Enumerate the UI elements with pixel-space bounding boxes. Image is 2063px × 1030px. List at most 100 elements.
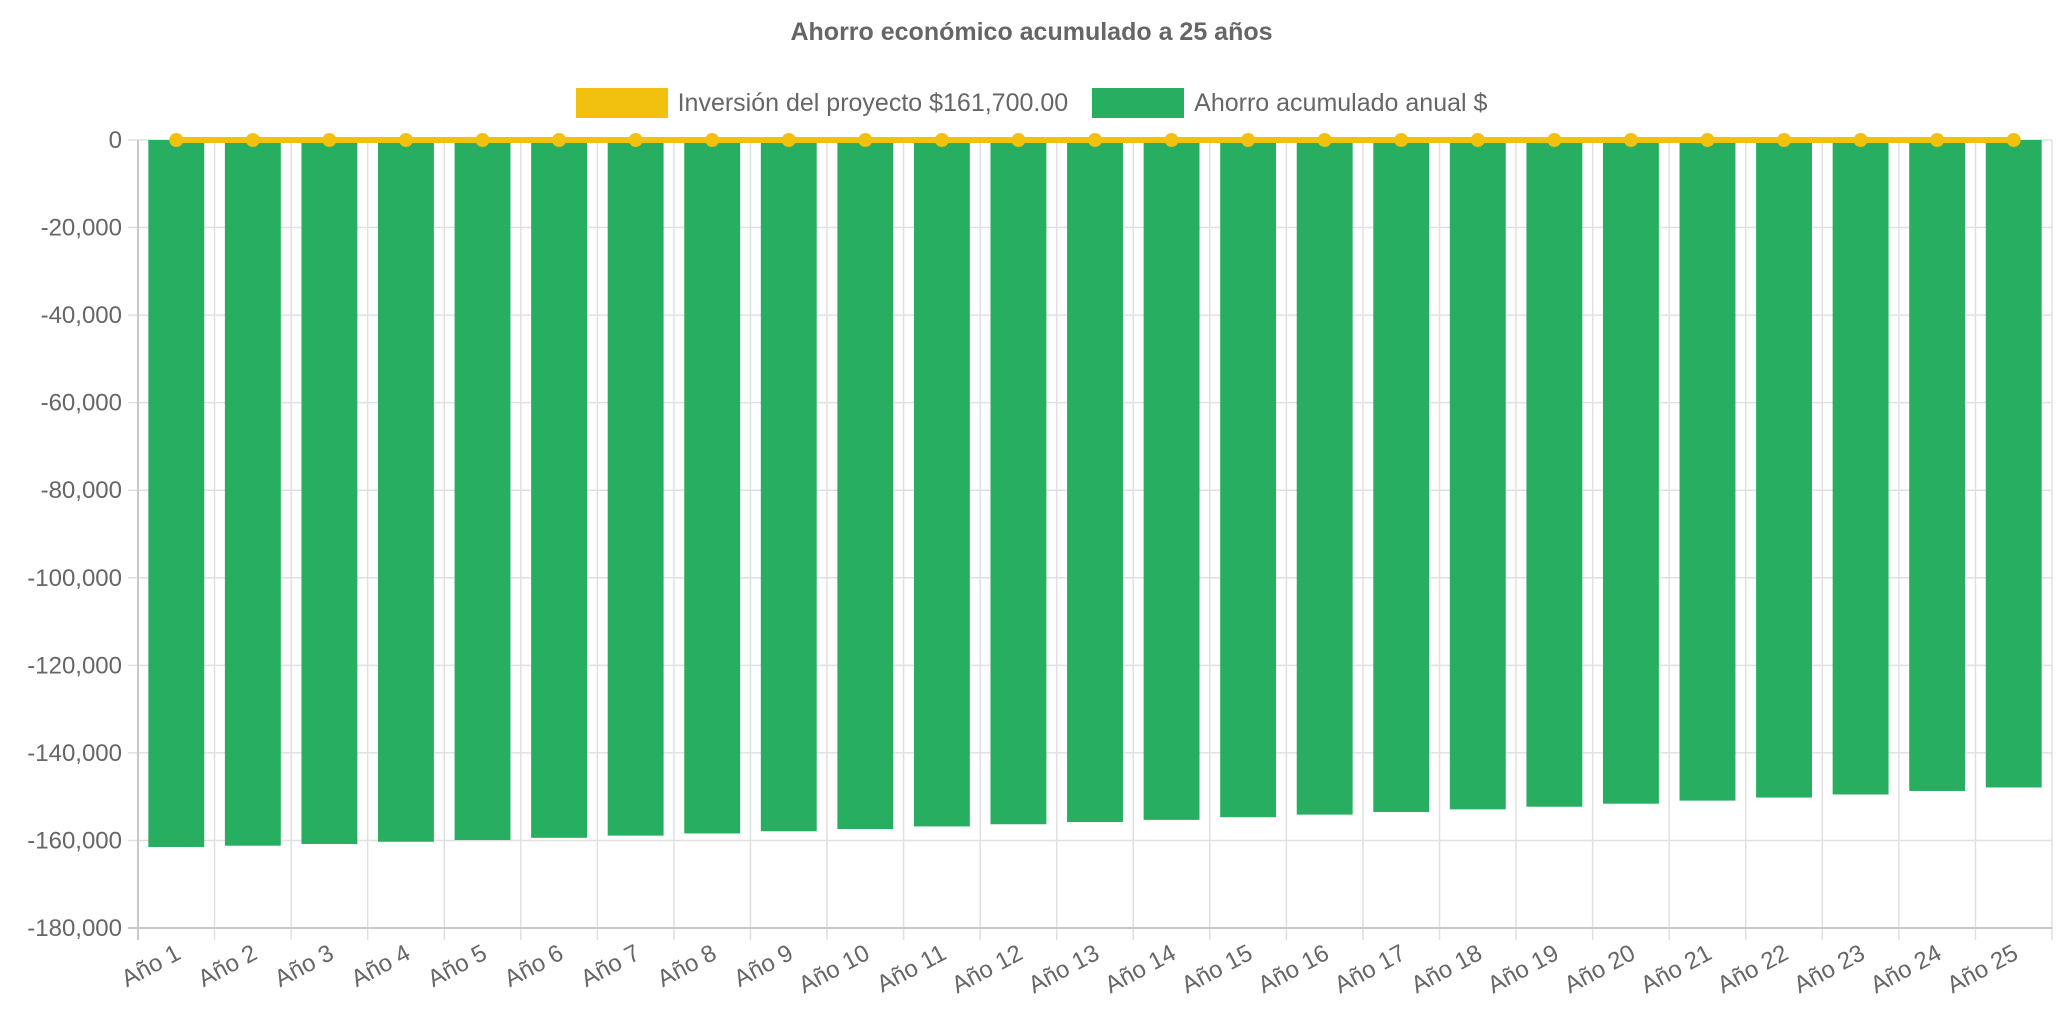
legend-swatch-investment [575,88,668,118]
investment-point-3[interactable] [322,133,337,147]
bar-ahorro-24[interactable] [1909,140,1966,791]
bar-ahorro-25[interactable] [1985,140,2042,788]
x-tick-label: Año 14 [1101,939,1181,999]
x-tick-label: Año 7 [576,939,644,992]
investment-point-7[interactable] [628,133,643,147]
investment-point-16[interactable] [1317,133,1332,147]
investment-point-24[interactable] [1930,133,1945,147]
x-tick-label: Año 13 [1024,939,1104,999]
legend: Inversión del proyecto $161,700.00 Ahorr… [0,88,2063,118]
investment-point-11[interactable] [934,133,949,147]
bar-ahorro-1[interactable] [148,140,205,848]
investment-point-9[interactable] [781,133,796,147]
investment-point-25[interactable] [2006,133,2021,147]
bar-ahorro-6[interactable] [531,140,588,838]
bar-ahorro-19[interactable] [1526,140,1583,807]
x-tick-label: Año 2 [194,939,262,992]
investment-point-8[interactable] [705,133,720,147]
y-tick-label: -80,000 [41,477,122,504]
y-tick-label: -100,000 [27,565,122,592]
bar-ahorro-14[interactable] [1143,140,1200,820]
y-tick-label: 0 [109,127,122,154]
legend-label-savings: Ahorro acumulado anual $ [1194,88,1488,117]
bar-ahorro-2[interactable] [224,140,281,846]
investment-point-21[interactable] [1700,133,1715,147]
bar-ahorro-12[interactable] [990,140,1047,825]
bar-ahorro-20[interactable] [1602,140,1659,804]
y-tick-label: -40,000 [41,302,122,329]
legend-item-investment[interactable]: Inversión del proyecto $161,700.00 [575,88,1069,118]
bar-ahorro-10[interactable] [837,140,894,830]
x-tick-label: Año 21 [1636,939,1716,999]
x-tick-label: Año 19 [1483,939,1563,999]
bar-series [148,140,2042,848]
bar-ahorro-3[interactable] [301,140,358,844]
investment-point-6[interactable] [552,133,567,147]
bar-ahorro-16[interactable] [1296,140,1353,815]
y-tick-label: -20,000 [41,215,122,242]
x-tick-label: Año 1 [117,939,185,992]
grid-lines [128,139,2053,940]
y-tick-label: -120,000 [27,652,122,679]
investment-point-20[interactable] [1623,133,1638,147]
investment-point-14[interactable] [1164,133,1179,147]
y-tick-label: -180,000 [27,915,122,942]
investment-point-2[interactable] [245,133,260,147]
legend-label-investment: Inversión del proyecto $161,700.00 [677,88,1069,117]
bar-ahorro-22[interactable] [1756,140,1812,798]
bar-ahorro-18[interactable] [1449,140,1506,810]
x-tick-label: Año 4 [347,939,415,992]
x-tick-label: Año 20 [1560,939,1640,999]
investment-point-4[interactable] [398,133,413,147]
bar-ahorro-8[interactable] [684,140,741,834]
x-tick-label: Año 6 [500,939,568,992]
x-tick-labels: Año 1 Año 2 Año 3 Año 4 Año 5 Año 6 Año 7 Año 8… [117,939,2022,999]
bar-ahorro-15[interactable] [1220,140,1277,818]
axes [128,140,2052,940]
investment-point-22[interactable] [1777,133,1792,147]
investment-point-23[interactable] [1853,133,1868,147]
x-tick-label: Año 17 [1330,939,1410,999]
line-series [169,133,2021,147]
x-tick-label: Año 18 [1407,939,1487,999]
investment-point-10[interactable] [858,133,873,147]
investment-point-18[interactable] [1470,133,1485,147]
x-tick-label: Año 16 [1254,939,1334,999]
bar-ahorro-21[interactable] [1679,140,1736,801]
x-tick-label: Año 11 [872,939,950,998]
bar-ahorro-13[interactable] [1067,140,1123,823]
x-tick-label: Año 5 [423,939,491,992]
bar-ahorro-9[interactable] [760,140,817,832]
investment-point-13[interactable] [1088,133,1102,147]
x-tick-label: Año 23 [1790,939,1870,999]
bar-ahorro-23[interactable] [1832,140,1889,795]
legend-item-savings[interactable]: Ahorro acumulado anual $ [1092,88,1487,118]
chart-title: Ahorro económico acumulado a 25 años [790,18,1273,46]
x-tick-label: Año 15 [1177,939,1257,999]
x-tick-label: Año 22 [1713,939,1793,999]
x-tick-label: Año 9 [730,939,798,992]
y-tick-label: -160,000 [27,827,122,854]
y-tick-label: -140,000 [27,740,122,767]
investment-point-17[interactable] [1394,133,1409,147]
bar-ahorro-17[interactable] [1373,140,1430,812]
x-tick-label: Año 8 [653,939,721,992]
investment-point-5[interactable] [475,133,490,147]
investment-point-15[interactable] [1241,133,1256,147]
bar-ahorro-11[interactable] [913,140,970,827]
bar-ahorro-7[interactable] [607,140,664,836]
bar-ahorro-5[interactable] [454,140,511,841]
legend-swatch-savings [1092,88,1185,118]
y-tick-labels: 0 -20,000 -40,000 -60,000 -80,000 -100,000 -12… [27,127,122,942]
x-tick-label: Año 10 [794,939,874,999]
x-tick-label: Año 25 [1943,939,2023,999]
x-tick-label: Año 3 [270,939,338,992]
investment-point-19[interactable] [1547,133,1562,147]
x-tick-label: Año 12 [947,939,1027,999]
x-tick-label: Año 24 [1866,939,1946,999]
investment-point-1[interactable] [169,133,184,147]
y-tick-label: -60,000 [41,390,122,417]
bar-ahorro-4[interactable] [378,140,434,842]
investment-point-12[interactable] [1011,133,1026,147]
